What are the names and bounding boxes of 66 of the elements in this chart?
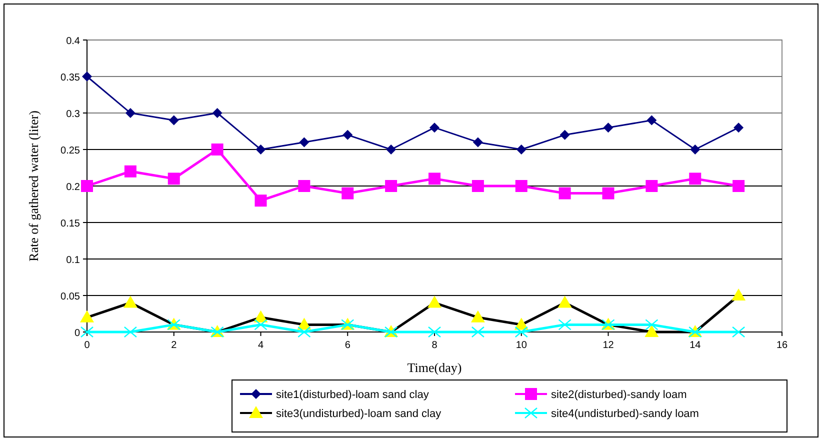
point [560, 130, 570, 140]
point [211, 144, 224, 156]
x-tick-label: 14 [690, 340, 702, 351]
point [342, 130, 353, 140]
point [124, 165, 136, 178]
point [385, 180, 398, 192]
y-tick-label: 0.05 [60, 292, 80, 302]
point [516, 144, 526, 154]
point [472, 137, 483, 148]
point [428, 172, 440, 185]
point [689, 172, 702, 185]
point [299, 137, 310, 148]
y-tick-label: 0 [74, 328, 80, 339]
point [342, 187, 354, 200]
point [212, 108, 222, 118]
y-tick-label: 0.4 [66, 36, 80, 47]
point [428, 326, 442, 338]
point [558, 187, 571, 200]
point [603, 122, 614, 133]
x-tick-label: 6 [344, 340, 351, 351]
point [472, 180, 484, 192]
x-tick-label: 12 [602, 340, 614, 351]
point [645, 319, 658, 330]
point [515, 180, 528, 192]
point [256, 144, 266, 154]
point [732, 326, 746, 338]
y-tick-label: 0.3 [66, 109, 80, 120]
point [168, 115, 179, 126]
legend-label: site4(undisturbed)-sandy loam [551, 408, 699, 420]
y-axis-title: Rate of gathered water (liter) [26, 110, 41, 262]
point [168, 172, 180, 185]
point [80, 326, 94, 338]
y-tick-label: 0.15 [60, 218, 80, 230]
x-tick-label: 2 [171, 340, 178, 351]
point [386, 144, 396, 154]
point [298, 326, 311, 338]
point [125, 108, 136, 118]
x-tick-label: 4 [258, 340, 264, 351]
legend-label: site3(undisturbed)-loam sand clay [276, 408, 442, 420]
point [124, 326, 138, 338]
x-axis-title: Time(day) [407, 360, 462, 375]
x-tick-label: 8 [432, 340, 438, 351]
point [558, 319, 572, 330]
y-tick-label: 0.25 [60, 146, 80, 156]
legend-label: site2(disturbed)-sandy loam [551, 389, 687, 401]
point [430, 122, 440, 133]
y-tick-label: 0.2 [66, 182, 80, 193]
point [254, 319, 268, 330]
point [646, 180, 658, 192]
point [254, 194, 267, 207]
x-tick-label: 16 [776, 340, 788, 351]
y-tick-label: 0.35 [60, 72, 80, 84]
point [81, 180, 93, 192]
point [471, 326, 485, 338]
point [732, 180, 745, 192]
point [734, 122, 744, 133]
x-tick-label: 0 [84, 340, 90, 351]
point [298, 180, 310, 192]
point [646, 115, 657, 126]
point [690, 144, 700, 154]
point [514, 326, 528, 338]
point [602, 187, 614, 200]
x-tick-label: 10 [516, 340, 528, 351]
point [82, 72, 92, 82]
legend-label: site1(disturbed)-loam sand clay [276, 389, 430, 401]
y-tick-label: 0.1 [66, 255, 80, 266]
